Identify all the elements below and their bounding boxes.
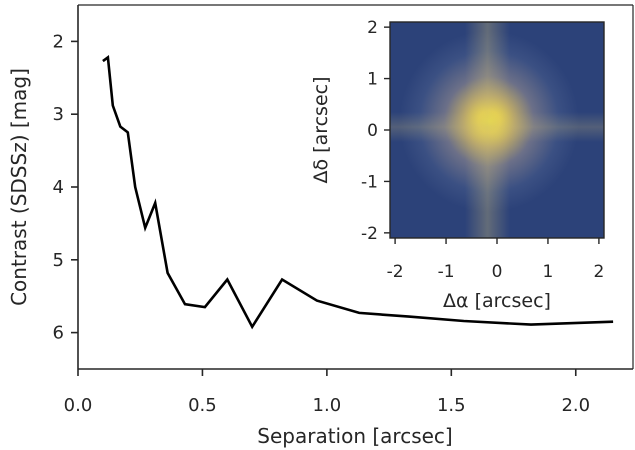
inset-x-tick-label: 1	[543, 262, 554, 282]
inset-y-tick-label: 1	[367, 70, 378, 90]
inset-x-tick-label: -2	[387, 262, 404, 282]
x-axis-title: Separation [arcsec]	[257, 424, 452, 448]
y-tick-label: 2	[53, 31, 64, 52]
inset-x-axis-title: Δα [arcsec]	[443, 290, 551, 312]
y-tick-label: 4	[53, 177, 64, 198]
main-tick-labels: 0.0 0.5 1.0 1.5 2.0 2 3 4 5 6	[53, 31, 591, 416]
x-tick-label: 1.0	[313, 395, 342, 416]
inset-image-horizontal-streak	[390, 112, 604, 142]
inset-y-tick-label: -2	[361, 224, 378, 244]
inset-y-tick-label: 2	[367, 18, 378, 38]
x-tick-label: 1.5	[437, 395, 466, 416]
inset-y-axis-title: Δδ [arcsec]	[310, 76, 332, 183]
inset-x-tick-label: 2	[593, 262, 604, 282]
inset-tick-labels: -2 -1 0 1 2 2 1 0 -1 -2	[361, 18, 604, 282]
x-tick-label: 2.0	[561, 395, 590, 416]
inset-y-tick-label: -1	[361, 172, 378, 192]
contrast-curve-line	[102, 54, 614, 330]
inset-y-tick-label: 0	[367, 121, 378, 141]
inset-x-tick-label: 0	[492, 262, 503, 282]
y-tick-label: 6	[53, 323, 64, 344]
inset-ticks	[384, 26, 600, 244]
y-tick-label: 3	[53, 104, 64, 125]
inset-image-panel	[389, 21, 605, 239]
y-axis-title: Contrast (SDSSz) [mag]	[7, 68, 31, 306]
y-tick-label: 5	[53, 250, 64, 271]
x-tick-label: 0.0	[64, 395, 93, 416]
inset-x-tick-label: -1	[438, 262, 455, 282]
x-tick-label: 0.5	[188, 395, 217, 416]
main-ticks	[71, 40, 577, 376]
